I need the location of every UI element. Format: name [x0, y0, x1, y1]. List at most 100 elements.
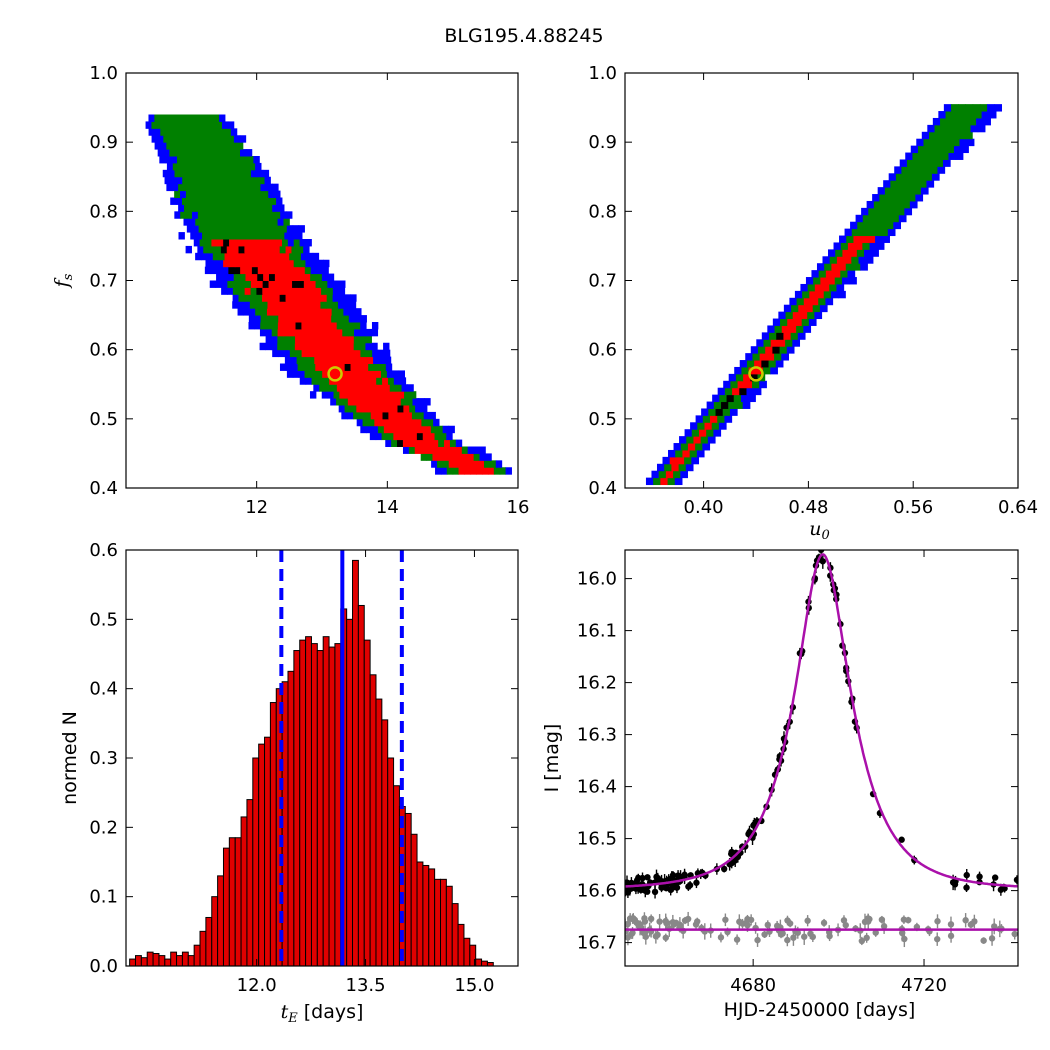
heatmap-cell [487, 467, 495, 475]
heatmap-cell [774, 325, 783, 333]
heatmap-cell [440, 467, 448, 475]
heatmap-cell [240, 197, 248, 205]
heatmap-cell [260, 232, 268, 240]
heatmap-cell [388, 398, 396, 406]
histogram-bar [445, 885, 453, 967]
heatmap-cell [435, 467, 442, 475]
heatmap-cell [908, 166, 917, 174]
heatmap-cell [274, 273, 282, 281]
heatmap-cell [299, 259, 306, 268]
heatmap-cell [401, 425, 408, 434]
histogram-bar [146, 951, 154, 967]
heatmap-cell [217, 176, 224, 185]
heatmap-cell [193, 197, 201, 205]
heatmap-cell [823, 290, 832, 299]
heatmap-cell [183, 114, 191, 122]
heatmap-cell [290, 232, 297, 240]
heatmap-cell [917, 145, 926, 154]
heatmap-cell [199, 176, 207, 185]
heatmap-cell [399, 377, 407, 385]
heatmap-cell [279, 287, 287, 295]
heatmap-cell [904, 207, 913, 216]
heatmap-cell [174, 190, 181, 198]
y-tick-label: 16.0 [577, 569, 617, 590]
heatmap-cell [432, 439, 439, 447]
heatmap-cell [302, 301, 310, 309]
heatmap-cell [345, 370, 353, 378]
heatmap-cell [260, 315, 267, 323]
heatmap-cell [332, 294, 339, 302]
y-tick-label: 0.6 [89, 340, 118, 361]
heatmap-cell [258, 176, 265, 185]
heatmap-cell [436, 425, 444, 434]
heatmap-cell [215, 211, 222, 219]
heatmap-cell [770, 339, 779, 347]
heatmap-cell [319, 349, 326, 358]
heatmap-cell [225, 162, 233, 171]
heatmap-cell [385, 439, 392, 447]
heatmap-cell [371, 398, 378, 406]
heatmap-cell [314, 301, 321, 309]
heatmap-cell [228, 259, 236, 268]
heatmap-cell [335, 377, 342, 385]
histogram-bar [463, 937, 471, 967]
heatmap-cell [252, 239, 259, 247]
heatmap-cell [238, 245, 245, 254]
heatmap-cell [886, 221, 894, 230]
heatmap-cell [198, 149, 206, 157]
heatmap-cell [272, 183, 279, 192]
heatmap-cell [858, 228, 867, 237]
heatmap-cell [325, 315, 332, 323]
heatmap-cell [189, 142, 197, 150]
heatmap-cell [210, 135, 217, 143]
heatmap-cell [295, 315, 303, 323]
heatmap-cell [833, 270, 841, 278]
heatmap-cell [941, 124, 950, 133]
heatmap-cell [226, 245, 234, 254]
heatmap-cell [884, 187, 893, 195]
heatmap-cell [707, 436, 716, 444]
heatmap-cell [310, 266, 318, 275]
heatmap-cell [262, 190, 269, 198]
heatmap-cell [283, 252, 290, 261]
heatmap-cell [256, 211, 264, 219]
heatmap-cell [246, 239, 254, 247]
heatmap-cell [812, 304, 821, 313]
heatmap-cell [283, 322, 291, 330]
heatmap-cell [689, 449, 698, 458]
heatmap-cell [802, 290, 810, 299]
heatmap-cell [276, 259, 283, 268]
heatmap-cell [192, 225, 200, 233]
heatmap-cell [330, 384, 338, 392]
heatmap-cell [917, 173, 926, 181]
heatmap-cell [201, 218, 208, 226]
heatmap-cell [239, 211, 246, 219]
heatmap-cell [953, 145, 962, 154]
histogram-bar [305, 636, 312, 967]
data-point [980, 937, 987, 944]
heatmap-cell [347, 411, 354, 420]
histogram-bar [293, 650, 301, 967]
heatmap-cell [342, 384, 350, 392]
heatmap-cell [408, 439, 416, 447]
heatmap-cell [746, 387, 755, 396]
heatmap-cell [250, 294, 257, 302]
heatmap-cell [246, 266, 253, 275]
heatmap-cell [254, 322, 261, 330]
heatmap-cell [297, 287, 304, 295]
heatmap-cell [935, 159, 944, 167]
heatmap-cell [258, 239, 265, 247]
heatmap-cell [222, 266, 229, 275]
heatmap-cell [213, 204, 220, 212]
heatmap-cell [875, 207, 884, 216]
heatmap-cell [413, 425, 420, 434]
heatmap-cell [983, 117, 991, 126]
histogram-bar [357, 604, 365, 967]
heatmap-cell [389, 384, 397, 392]
x-tick-label: 0.64 [998, 497, 1038, 518]
x-tick-label: 0.48 [788, 497, 828, 518]
heatmap-cell [399, 432, 406, 441]
heatmap-cell [908, 194, 916, 202]
heatmap-cell [272, 204, 279, 212]
heatmap-cell [206, 156, 213, 164]
